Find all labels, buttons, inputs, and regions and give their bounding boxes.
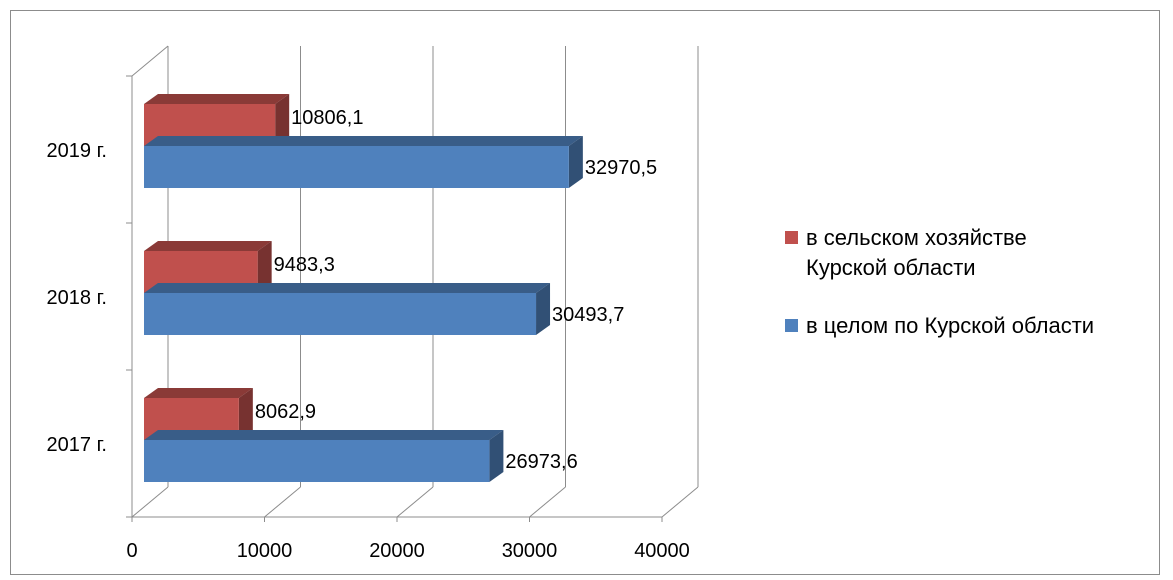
category-label: 2017 г. <box>47 434 107 456</box>
x-tick-label: 30000 <box>502 540 558 562</box>
chart-bars <box>144 94 583 482</box>
floor-line <box>396 486 434 518</box>
x-tick-label: 20000 <box>369 540 425 562</box>
bar-top <box>144 283 551 293</box>
bar-side <box>489 430 504 482</box>
legend-entry-label: в сельском хозяйстве <box>806 225 1027 250</box>
floor-line <box>264 486 301 518</box>
bar-side <box>257 241 272 293</box>
x-tick-label: 40000 <box>634 540 690 562</box>
chart-frame <box>10 10 1160 575</box>
bar-top <box>144 136 583 146</box>
x-tick-label: 0 <box>126 540 137 562</box>
bar <box>144 293 537 335</box>
legend-entry-label: Курской области <box>806 255 976 280</box>
chart-walls <box>126 45 699 522</box>
bar <box>144 146 569 188</box>
floor-line <box>131 486 169 518</box>
data-label: 30493,7 <box>552 304 624 326</box>
category-label: 2018 г. <box>47 287 107 309</box>
bar-side <box>275 94 290 146</box>
legend-swatch <box>785 231 798 244</box>
floor-line <box>529 486 566 518</box>
bar-side <box>536 283 551 335</box>
bar-side <box>568 136 583 188</box>
data-label: 26973,6 <box>505 451 577 473</box>
chart-legend: в сельском хозяйстве Курской области в цел… <box>785 225 1094 338</box>
bar-top <box>144 94 290 104</box>
bar-side <box>238 388 253 440</box>
data-label: 8062,9 <box>255 401 316 423</box>
bar-top <box>144 430 504 440</box>
data-label: 32970,5 <box>585 157 657 179</box>
bar-top <box>144 388 253 398</box>
bar <box>144 440 490 482</box>
category-label: 2019 г. <box>47 140 107 162</box>
x-tick-label: 10000 <box>237 540 293 562</box>
data-label: 9483,3 <box>274 254 335 276</box>
data-label: 10806,1 <box>291 107 363 129</box>
side-wall-top <box>131 45 169 77</box>
bar-top <box>144 241 272 251</box>
chart-labels: 0 10000 20000 30000 40000 2017 г. 8062,9 26973,… <box>47 107 690 562</box>
legend-swatch <box>785 319 798 332</box>
legend-entry-label: в целом по Курской области <box>806 313 1094 338</box>
floor-line <box>661 486 699 518</box>
